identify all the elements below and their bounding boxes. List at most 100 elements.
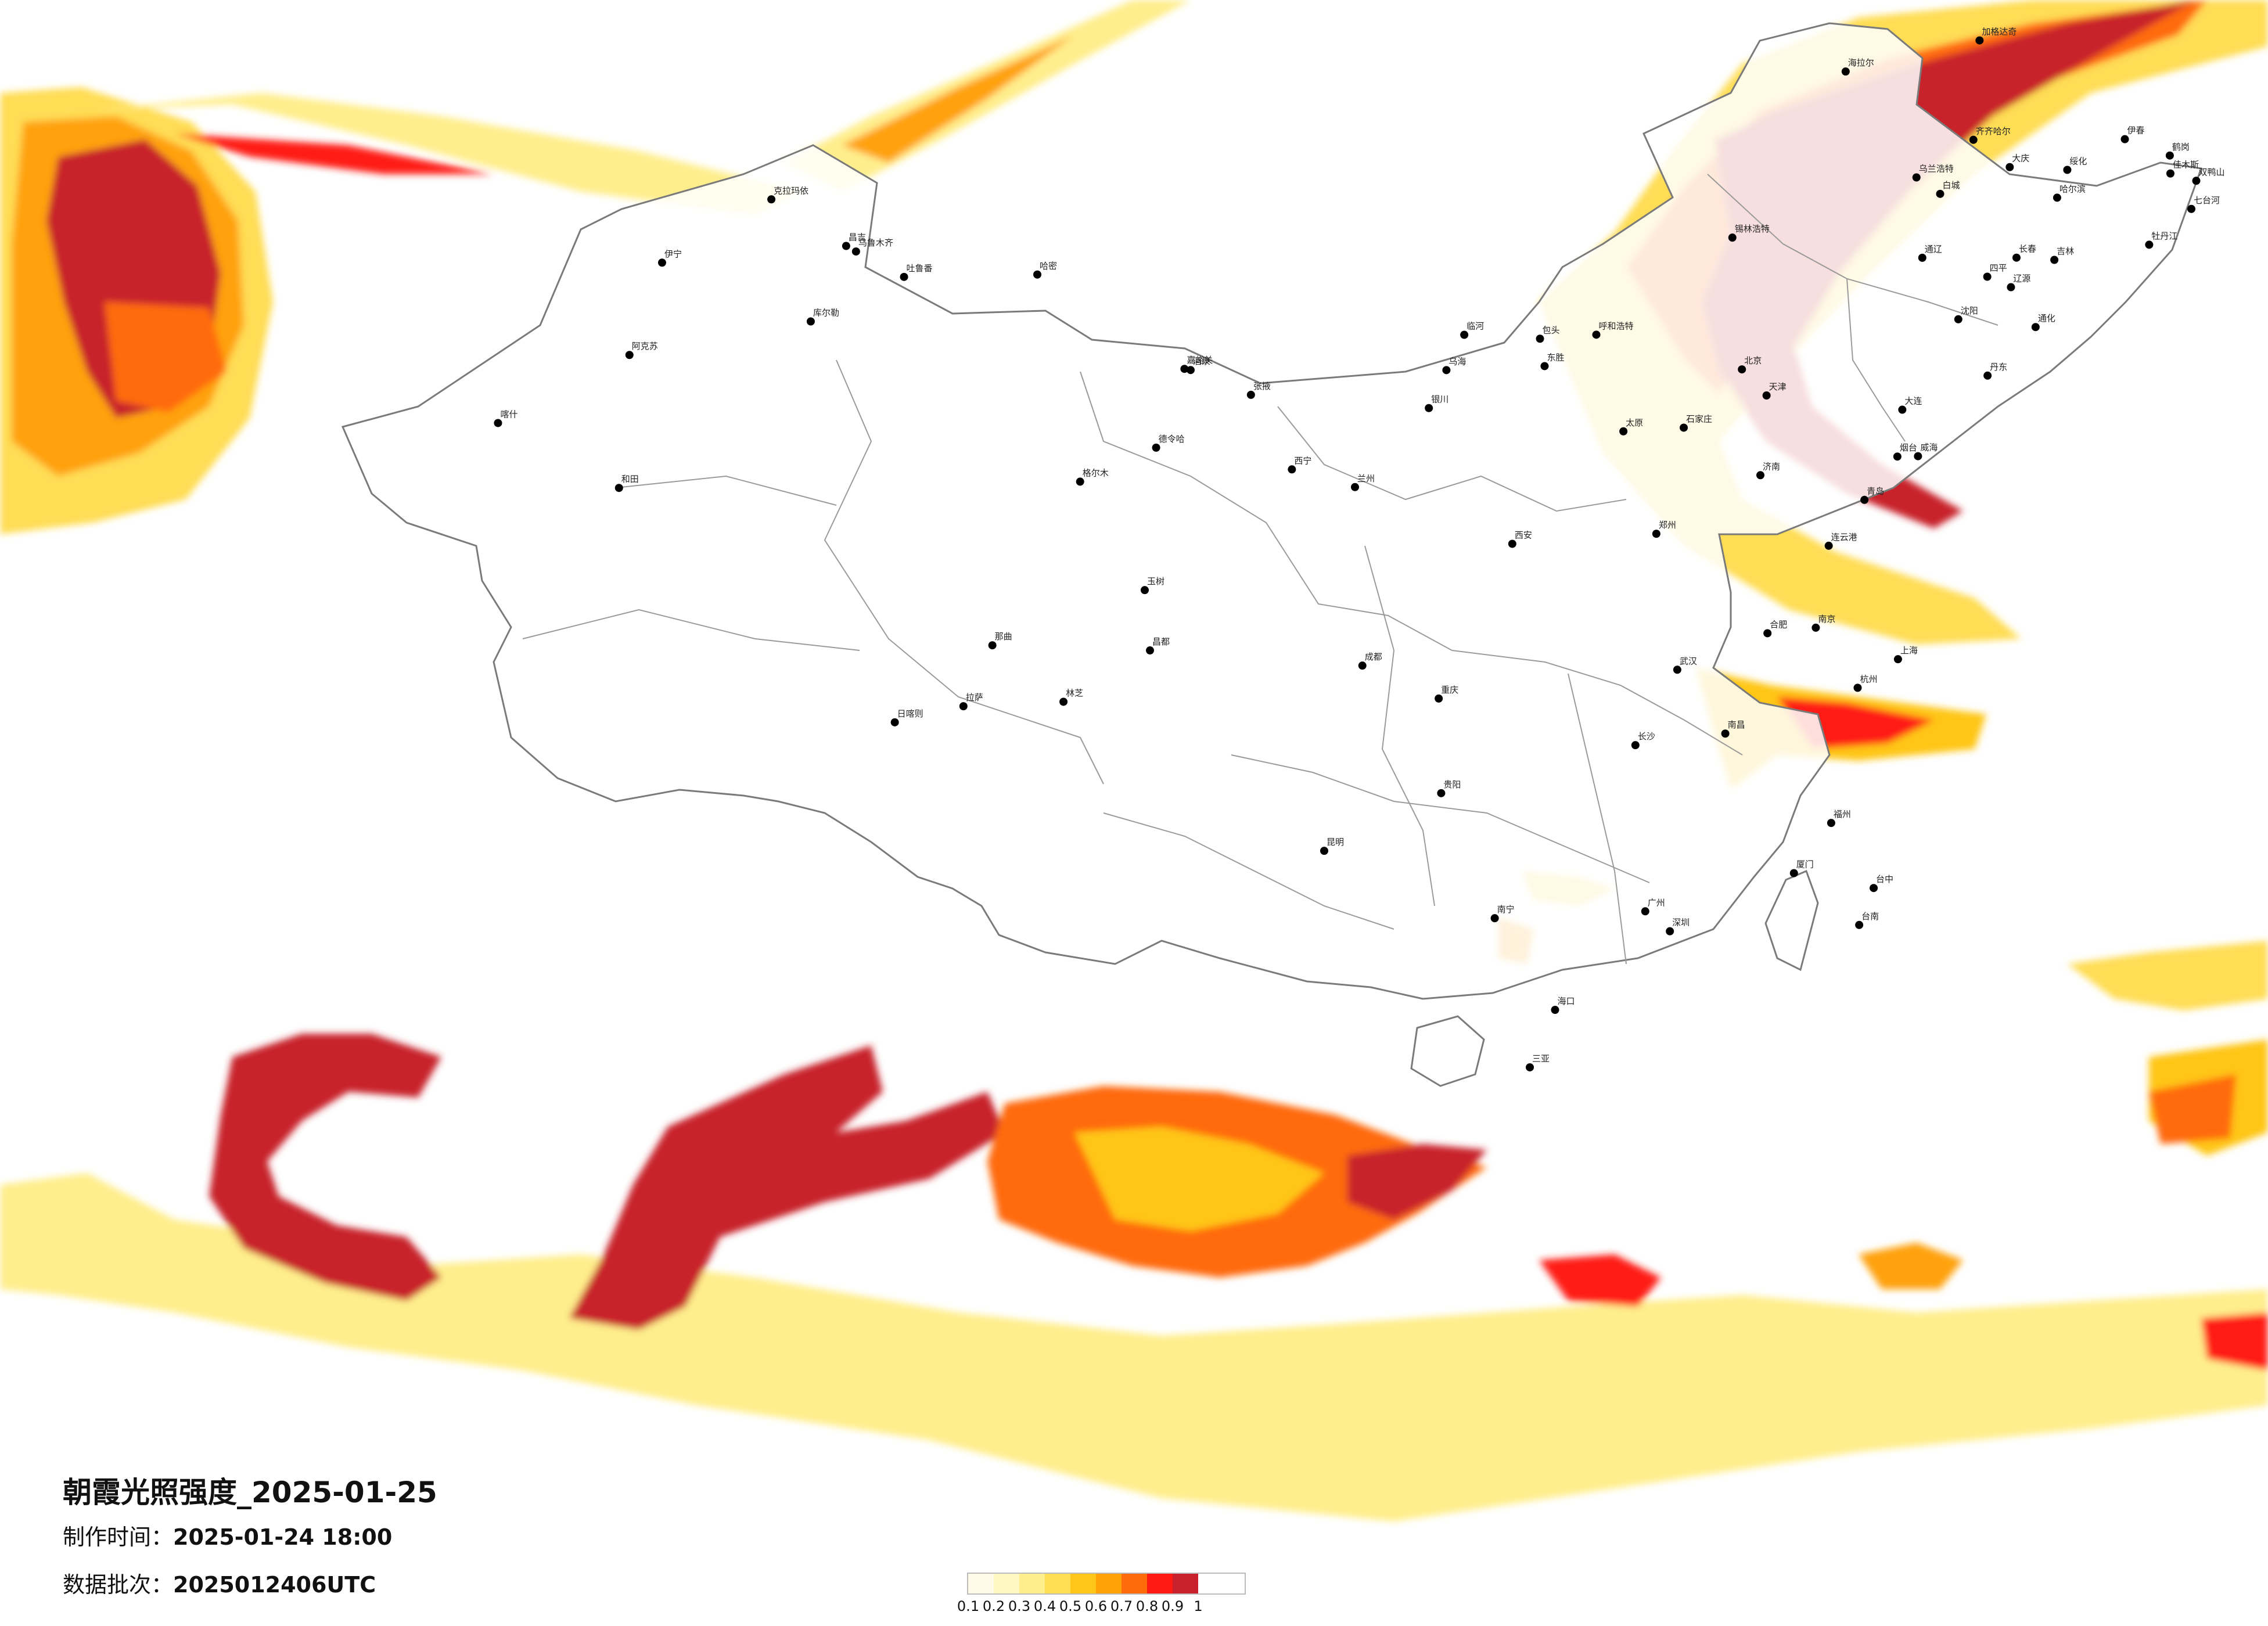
city-dot <box>1893 452 1902 461</box>
city-dot <box>890 718 899 726</box>
city-label: 威海 <box>1920 443 1938 453</box>
city-dot <box>1789 869 1798 877</box>
legend-tick: 0.9 <box>1161 1598 1184 1614</box>
city-label: 林芝 <box>1066 688 1083 698</box>
city-dot <box>2050 256 2059 264</box>
city-dot <box>1763 629 1772 638</box>
legend-tick: 0.7 <box>1110 1598 1133 1614</box>
legend-tick: 0.4 <box>1033 1598 1056 1614</box>
city-label: 重庆 <box>1441 685 1458 695</box>
city-label: 和田 <box>621 474 639 484</box>
city-label: 乌兰浩特 <box>1919 163 1954 174</box>
city-dot <box>1033 270 1042 279</box>
city-label: 伊宁 <box>664 249 682 259</box>
city-label: 库尔勒 <box>813 308 839 318</box>
city-dot <box>2007 283 2015 292</box>
legend-tick: 1 <box>1194 1598 1203 1614</box>
city-dot <box>851 247 860 256</box>
city-label: 牡丹江 <box>2151 231 2177 241</box>
city-label: 乌鲁木齐 <box>858 238 893 248</box>
heat-region <box>2201 1312 2268 1370</box>
legend-swatch-6 <box>1096 1574 1122 1593</box>
city-label: 福州 <box>1834 809 1851 819</box>
city-label: 上海 <box>1900 645 1918 656</box>
city-dot <box>1860 495 1869 504</box>
taiwan-island <box>1764 869 1819 972</box>
city-label: 那曲 <box>995 631 1012 642</box>
hainan-island <box>1410 1015 1485 1087</box>
city-dot <box>1969 135 1978 144</box>
city-label: 北京 <box>1744 355 1762 366</box>
city-label: 玉树 <box>1147 576 1164 587</box>
city-dot <box>767 195 776 204</box>
city-dot <box>1680 423 1688 432</box>
city-label: 济南 <box>1763 461 1780 472</box>
city-dot <box>806 317 815 326</box>
city-label: 天津 <box>1769 382 1787 392</box>
city-label: 西安 <box>1515 530 1532 540</box>
city-dot <box>1536 334 1544 343</box>
city-dot <box>1551 1006 1559 1015</box>
city-dot <box>1853 684 1862 692</box>
city-dot <box>1425 404 1433 412</box>
city-dot <box>1983 371 1992 380</box>
city-dot <box>1914 452 1922 461</box>
city-label: 克拉玛依 <box>774 185 808 196</box>
city-dot <box>1246 390 1255 399</box>
city-label: 石家庄 <box>1686 413 1712 424</box>
city-dot <box>614 484 623 492</box>
city-label: 大庆 <box>2012 153 2029 164</box>
city-label: 合肥 <box>1770 619 1787 629</box>
city-label: 哈尔滨 <box>2059 184 2086 194</box>
city-dot <box>988 641 997 650</box>
city-label: 沈阳 <box>1961 305 1978 316</box>
city-dot <box>1350 483 1359 491</box>
city-dot <box>1320 847 1328 855</box>
city-dot <box>1824 541 1833 550</box>
city-dot <box>1180 365 1189 373</box>
city-label: 哈密 <box>1040 261 1057 271</box>
city-dot <box>1641 907 1649 916</box>
city-dot <box>1592 330 1601 339</box>
city-label: 喀什 <box>500 409 517 419</box>
city-dot <box>1756 471 1764 480</box>
city-label: 杭州 <box>1860 674 1877 684</box>
city-label: 台南 <box>1861 911 1879 922</box>
city-dot <box>1954 315 1963 323</box>
city-label: 通辽 <box>1925 244 1942 254</box>
city-label: 广州 <box>1648 897 1665 908</box>
data-batch-value: 2025012406UTC <box>173 1572 376 1598</box>
city-label: 齐齐哈尔 <box>1976 126 2011 136</box>
city-dot <box>842 242 850 250</box>
heat-region <box>1539 1254 1661 1307</box>
city-label: 辽源 <box>2013 274 2030 284</box>
city-label: 酒泉 <box>1193 356 1210 366</box>
city-dot <box>1442 366 1451 375</box>
city-dot <box>1358 661 1367 670</box>
city-dot <box>1186 366 1195 375</box>
city-label: 四平 <box>1990 262 2007 273</box>
legend-tick: 0.8 <box>1135 1598 1159 1614</box>
city-dot <box>1059 697 1068 706</box>
city-label: 通化 <box>2038 313 2055 323</box>
city-label: 阿克苏 <box>632 341 658 351</box>
city-dot <box>1673 665 1681 674</box>
province-lines <box>522 174 1999 965</box>
city-label: 七台河 <box>2194 195 2220 206</box>
city-dot <box>1508 539 1516 548</box>
legend-tick: 0.5 <box>1059 1598 1082 1614</box>
city-dot <box>1841 67 1850 76</box>
city-dot <box>1918 253 1926 262</box>
city-dot <box>1975 36 1984 45</box>
city-dot <box>2053 193 2061 202</box>
city-label: 海口 <box>1557 996 1575 1006</box>
city-dot <box>1146 646 1155 655</box>
legend-tick: 0.3 <box>1008 1598 1031 1614</box>
color-legend: 0.1 0.2 0.3 0.4 0.5 0.6 0.7 0.8 0.9 1 <box>957 1573 1246 1618</box>
city-label: 太原 <box>1626 418 1643 428</box>
city-dot <box>1435 694 1443 703</box>
data-batch-row: 数据批次：2025012406UTC <box>63 1567 376 1599</box>
map-title: 朝霞光照强度_2025-01-25 <box>63 1476 437 1509</box>
made-time-row: 制作时间：2025-01-24 18:00 <box>63 1519 392 1551</box>
heat-region <box>1859 1243 1963 1289</box>
